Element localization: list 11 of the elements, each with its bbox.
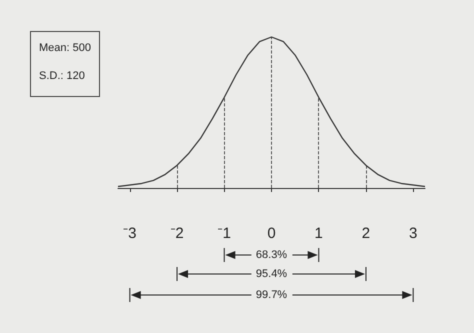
text: 68.3% — [250, 249, 292, 261]
x-tick-label: ⁻3 — [123, 225, 136, 242]
x-tick-label: 0 — [267, 225, 276, 242]
x-tick-label: ⁻1 — [218, 225, 231, 242]
text: 95.4% — [250, 268, 292, 280]
x-tick-label: 1 — [314, 225, 323, 242]
text-box: Mean: 500 S.D.: 120 — [30, 31, 100, 97]
text: 99.7% — [250, 289, 292, 301]
x-tick-label: 2 — [362, 225, 370, 242]
x-tick-label: ⁻2 — [170, 225, 184, 242]
x-tick-label: 3 — [409, 225, 418, 242]
